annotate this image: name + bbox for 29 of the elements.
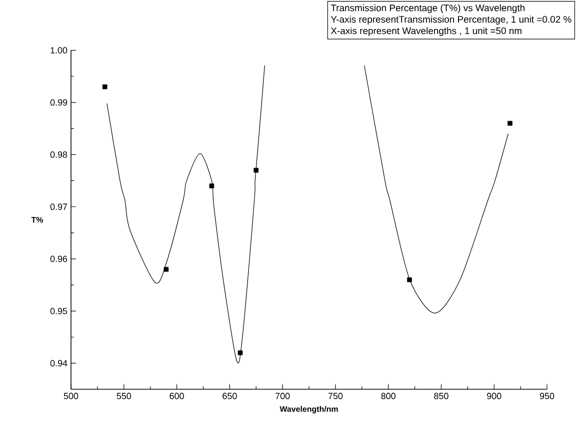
line-series: [106, 65, 265, 362]
x-tick-label: 950: [540, 392, 554, 400]
y-tick-label: 0.95: [50, 308, 68, 314]
point: [102, 84, 108, 90]
point: [209, 183, 214, 188]
y-tick-label: 0.99: [50, 99, 68, 106]
text: X-axis represent Wavelengths , 1 unit =50 nm: [330, 27, 522, 36]
point: [164, 266, 169, 272]
x-tick-label: 700: [276, 392, 290, 400]
point: [407, 277, 412, 282]
y-tick-label: 0.98: [50, 151, 68, 158]
x-tick-label: 650: [222, 392, 237, 400]
x-tick-label: 850: [434, 392, 448, 400]
text: Transmission Percentage (T%) vs Wavelength: [330, 4, 524, 14]
text: Y-axis representTransmission Percentage, 1 unit =0.02 %: [330, 16, 572, 25]
x-tick-label: 550: [116, 392, 132, 400]
x-tick-label: 800: [381, 392, 396, 400]
point: [238, 350, 243, 356]
x-tick-label: 900: [487, 392, 502, 400]
x-tick-label: 600: [170, 392, 184, 400]
y-tick-label: 0.96: [50, 256, 68, 262]
y-tick-label: 0.94: [50, 360, 68, 366]
point: [508, 120, 512, 126]
y-tick-label: 1.00: [50, 47, 68, 54]
x-tick-label: 750: [328, 392, 343, 400]
point: [254, 168, 259, 173]
y-tick-label: 0.97: [50, 204, 68, 210]
x-tick-label: 500: [64, 392, 78, 400]
line-series: [364, 65, 508, 314]
